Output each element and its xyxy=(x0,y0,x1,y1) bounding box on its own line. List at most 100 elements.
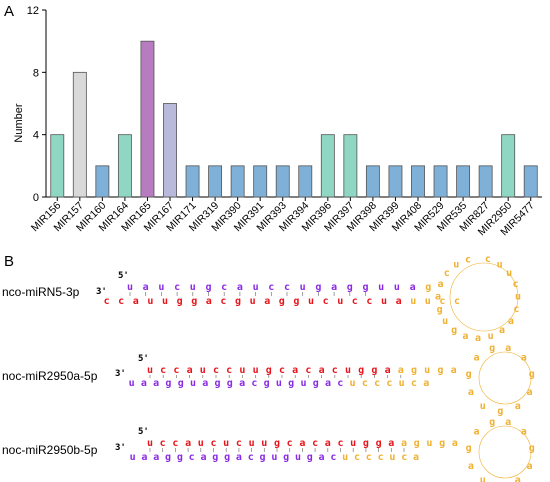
loop-base: u xyxy=(515,292,521,303)
bottom-strand-base: g xyxy=(283,452,289,463)
top-strand-base: a xyxy=(143,282,149,293)
bottom-strand-base: g xyxy=(212,452,218,463)
loop-base: c xyxy=(513,304,519,315)
bottom-strand-base: a xyxy=(325,378,331,389)
top-strand-base: g xyxy=(347,282,353,293)
bottom-strand-base: g xyxy=(165,378,171,389)
loop-base: a xyxy=(474,352,480,363)
loop-base: g xyxy=(489,417,495,428)
loop-base: u xyxy=(480,401,486,412)
loop-base: g xyxy=(489,343,495,354)
bottom-strand-base: a xyxy=(264,296,270,307)
loop-base: a xyxy=(499,325,505,336)
top-strand-base: c xyxy=(279,365,285,376)
bottom-strand-base: a xyxy=(202,378,208,389)
bottom-strand-base: c xyxy=(366,296,372,307)
loop-base: a xyxy=(515,401,521,412)
top-strand-base: c xyxy=(226,365,232,376)
top-strand-base: c xyxy=(174,282,180,293)
hairpin-2: noc-miR2950a-5p5'3' u c c a u c c u u g c a c a c u g g a a g… xyxy=(2,343,535,417)
bottom-strand-base: g xyxy=(224,452,230,463)
loop-base: g xyxy=(437,304,443,315)
bar-mir160 xyxy=(95,165,110,198)
bottom-strand-base: u xyxy=(337,296,343,307)
bottom-strand-base: a xyxy=(153,452,159,463)
bar-mir396 xyxy=(320,134,335,198)
bar-mir157 xyxy=(72,71,87,198)
hairpin-3: noc-miR2950b-5p5'3' u c c a u c u c u u g c a c a c u g g a a… xyxy=(2,417,535,482)
top-strand-base: a xyxy=(292,365,298,376)
loop-base: a xyxy=(475,333,481,344)
loop-base: a xyxy=(508,316,514,327)
loop-base: a xyxy=(474,426,480,437)
top-strand-base: u xyxy=(127,282,133,293)
bottom-strand-base: a xyxy=(413,452,419,463)
loop-base: a xyxy=(505,417,511,428)
y-axis-title: Number xyxy=(13,103,25,142)
bottom-strand-base: g xyxy=(288,378,294,389)
top-strand-base: c xyxy=(173,365,179,376)
bar-mir167 xyxy=(163,103,177,198)
top-strand-base: a xyxy=(388,438,394,449)
loop-base: a xyxy=(435,292,441,303)
y-tick-label: 0 xyxy=(33,192,39,204)
hairpin-name: noc-miR2950b-5p xyxy=(2,443,98,457)
top-strand-base: c xyxy=(337,438,343,449)
bottom-strand-base: c xyxy=(386,378,392,389)
loop-base: g xyxy=(466,369,472,380)
top-strand-base: g xyxy=(376,438,382,449)
bottom-strand-base: u xyxy=(308,296,314,307)
loop-backbone xyxy=(478,425,532,479)
top-strand-base: u xyxy=(200,365,206,376)
panel-a-bar-chart: A Number 0 4 8 12 MIR156MIR157MIR160MIR164M… xyxy=(4,3,542,238)
bar-mir827 xyxy=(478,165,493,198)
bottom-strand-base: g xyxy=(264,378,270,389)
panel-b-hairpins: B nco-miRN5-3p5'3' u a u c u g c a u c c u g a g g u u a gc c… xyxy=(2,253,535,482)
loop-base: u xyxy=(442,316,448,327)
loop-base: g xyxy=(529,369,535,380)
bottom-strand-base: a xyxy=(239,378,245,389)
bottom-strand-base: u xyxy=(271,452,277,463)
bottom-strand-base: g xyxy=(235,296,241,307)
bottom-strand-base: u xyxy=(300,378,306,389)
top-strand-base: g xyxy=(274,438,280,449)
bottom-strand-base: g xyxy=(227,378,233,389)
bottom-strand-base: c xyxy=(189,452,195,463)
bar-mir398 xyxy=(365,165,380,198)
hairpin-name: nco-miRN5-3p xyxy=(2,285,80,299)
bar-mir2950 xyxy=(501,134,516,198)
top-strand-base: g xyxy=(425,282,431,293)
bottom-strand-base: a xyxy=(200,452,206,463)
loop-base: a xyxy=(521,426,527,437)
bottom-strand-base: g xyxy=(177,296,183,307)
bottom-strand-base: u xyxy=(425,296,431,307)
bottom-strand-base: g xyxy=(178,378,184,389)
bottom-strand-base: c xyxy=(118,296,124,307)
top-strand-base: a xyxy=(401,438,407,449)
bottom-strand-base: u xyxy=(129,378,135,389)
top-strand-base: u xyxy=(249,438,255,449)
loop-base: g xyxy=(466,443,472,454)
top-strand-base: u xyxy=(239,365,245,376)
five-prime-label: 5' xyxy=(138,427,149,437)
top-strand-base: c xyxy=(268,282,274,293)
top-strand-base: c xyxy=(312,438,318,449)
top-strand-base: u xyxy=(223,438,229,449)
top-strand-base: c xyxy=(236,438,242,449)
bottom-strand-base: g xyxy=(293,296,299,307)
bar-mir529 xyxy=(433,165,448,198)
bottom-strand-base: c xyxy=(220,296,226,307)
bars-group xyxy=(50,40,538,198)
hairpin-1: nco-miRN5-3p5'3' u a u c u g c a u c c u g a g g u u a gc c a u… xyxy=(2,254,521,344)
loop-base: a xyxy=(437,279,443,290)
bottom-strand-base: a xyxy=(141,378,147,389)
top-strand-base: u xyxy=(424,365,430,376)
top-strand-base: u xyxy=(253,282,259,293)
bar-mir393 xyxy=(275,165,290,198)
loop-base: a xyxy=(526,387,532,398)
y-axis: 0 4 8 12 xyxy=(27,5,47,204)
top-strand-base: u xyxy=(147,438,153,449)
loop-base: u xyxy=(453,259,459,270)
top-strand-base: u xyxy=(394,282,400,293)
